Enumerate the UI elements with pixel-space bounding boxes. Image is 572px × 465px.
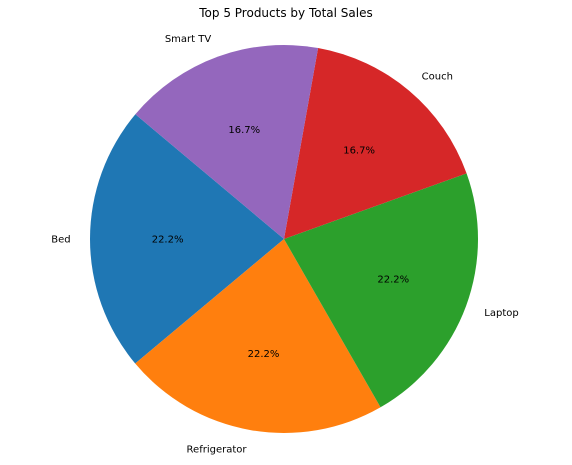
pie-percent-label: 22.2% <box>152 234 184 245</box>
pie-percent-label: 16.7% <box>228 125 260 136</box>
pie-slice-couch <box>284 48 467 239</box>
chart-title: Top 5 Products by Total Sales <box>198 6 372 20</box>
pie-category-label: Bed <box>51 234 70 245</box>
pie-category-label: Laptop <box>484 308 518 319</box>
pie-labels: 22.2% Bed 22.2% Refrigerator 22.2% Laptop 16.7… <box>51 34 518 456</box>
pie-slice-bed <box>90 114 284 364</box>
pie-slices <box>90 45 479 434</box>
pie-category-label: Couch <box>422 71 453 82</box>
pie-category-label: Smart TV <box>165 34 212 45</box>
pie-slice-refrigerator <box>135 239 381 434</box>
pie-slice-laptop <box>284 173 479 408</box>
pie-percent-label: 22.2% <box>248 349 280 360</box>
pie-slice-smart-tv <box>135 45 319 239</box>
pie-percent-label: 22.2% <box>377 275 409 286</box>
pie-category-label: Refrigerator <box>187 445 248 456</box>
pie-percent-label: 16.7% <box>343 146 375 157</box>
